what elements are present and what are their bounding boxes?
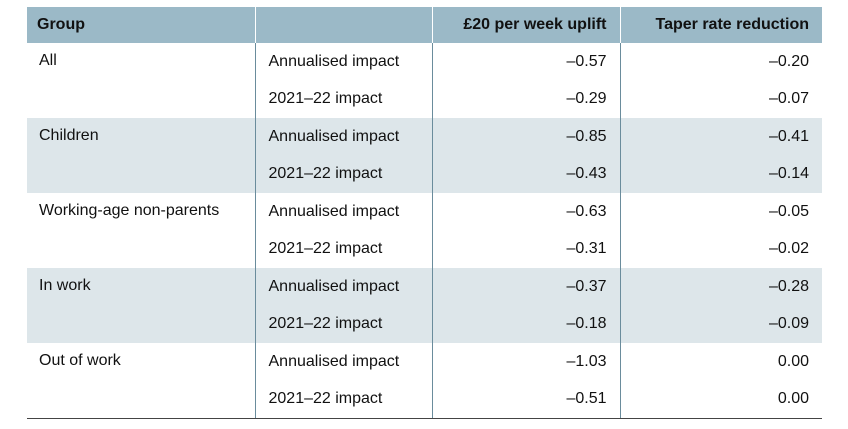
uplift-value: –0.18 — [432, 305, 621, 343]
header-uplift: £20 per week uplift — [432, 7, 621, 43]
taper-value: –0.28 — [620, 268, 822, 306]
measure-label: Annualised impact — [255, 43, 433, 81]
table-row: In work Annualised impact –0.37 –0.28 — [27, 268, 822, 343]
uplift-value: –0.43 — [432, 155, 621, 193]
taper-value: –0.05 — [768, 202, 809, 220]
taper-value: –0.41 — [620, 118, 822, 156]
header-group: Group — [27, 7, 256, 43]
measure-label: Annualised impact — [255, 268, 433, 306]
measure-label: Annualised impact — [255, 118, 433, 156]
header-taper: Taper rate reduction — [620, 7, 822, 43]
taper-value: 0.00 — [777, 352, 809, 370]
impact-table: Group £20 per week uplift Taper rate red… — [27, 7, 822, 419]
taper-value: 0.00 — [620, 380, 822, 419]
uplift-value: –0.57 — [432, 43, 621, 81]
group-name: Working-age non-parents — [27, 193, 256, 268]
uplift-value: –1.03 — [432, 343, 621, 381]
table-row: All Annualised impact –0.57 –0.20 — [27, 43, 822, 118]
measure-label: 2021–22 impact — [255, 80, 433, 118]
measure-label: 2021–22 impact — [255, 155, 433, 193]
group-name: In work — [27, 268, 256, 343]
taper-value: –0.14 — [620, 155, 822, 193]
measure-label: 2021–22 impact — [255, 380, 433, 419]
table-row: Out of work Annualised impact –1.03 0.00 — [27, 343, 822, 419]
uplift-value: –0.31 — [432, 230, 621, 268]
taper-value: –0.07 — [768, 90, 809, 108]
uplift-value: –0.51 — [432, 380, 621, 419]
uplift-value: –0.37 — [432, 268, 621, 306]
measure-label: 2021–22 impact — [255, 305, 433, 343]
table-row: 2021–22 impact –0.51 0.00 — [27, 380, 822, 419]
header-measure — [255, 7, 433, 43]
taper-value: –0.20 — [768, 52, 809, 70]
taper-value: –0.09 — [620, 305, 822, 343]
table-row: Working-age non-parents Annualised impac… — [27, 193, 822, 268]
header-row: Group £20 per week uplift Taper rate red… — [27, 7, 822, 43]
table-row: 2021–22 impact –0.43 –0.14 — [27, 155, 822, 193]
table-row: 2021–22 impact –0.18 –0.09 — [27, 305, 822, 343]
group-name: Children — [27, 118, 256, 193]
group-name: Out of work — [27, 343, 256, 419]
measure-label: Annualised impact — [255, 343, 433, 381]
taper-value: –0.02 — [768, 240, 809, 258]
measure-label: 2021–22 impact — [255, 230, 433, 268]
table-row: Children Annualised impact –0.85 –0.41 — [27, 118, 822, 193]
uplift-value: –0.85 — [432, 118, 621, 156]
uplift-value: –0.63 — [432, 193, 621, 231]
table-row: 2021–22 impact –0.31 –0.02 — [27, 230, 822, 268]
measure-label: Annualised impact — [255, 193, 433, 231]
table-row: 2021–22 impact –0.29 –0.07 — [27, 80, 822, 118]
group-name: All — [27, 43, 256, 118]
uplift-value: –0.29 — [432, 80, 621, 118]
